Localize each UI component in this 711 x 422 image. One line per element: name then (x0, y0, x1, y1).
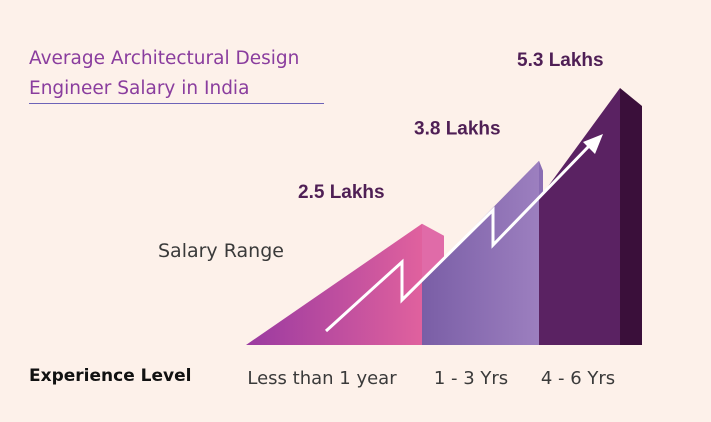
chart-title: Average Architectural Design Engineer Sa… (29, 48, 300, 99)
bar-less-than-1-year (246, 223, 422, 345)
x-tick-label: Less than 1 year (247, 368, 397, 389)
bar-4-6-yrs (539, 88, 620, 345)
trend-arrowhead-icon (583, 134, 603, 154)
bar-side-4-6-yrs (620, 88, 642, 345)
x-tick-label: 1 - 3 Yrs (434, 368, 508, 389)
value-label: 5.3 Lakhs (517, 50, 604, 71)
bar-1-3-yrs (422, 160, 539, 345)
trend-arrow-icon (324, 143, 592, 333)
x-tick-label: 4 - 6 Yrs (541, 368, 615, 389)
x-axis-label: Experience Level (29, 366, 192, 386)
title-underline (29, 103, 324, 104)
value-label: 2.5 Lakhs (298, 182, 385, 203)
y-axis-label: Salary Range (158, 240, 284, 262)
value-label: 3.8 Lakhs (414, 119, 501, 140)
